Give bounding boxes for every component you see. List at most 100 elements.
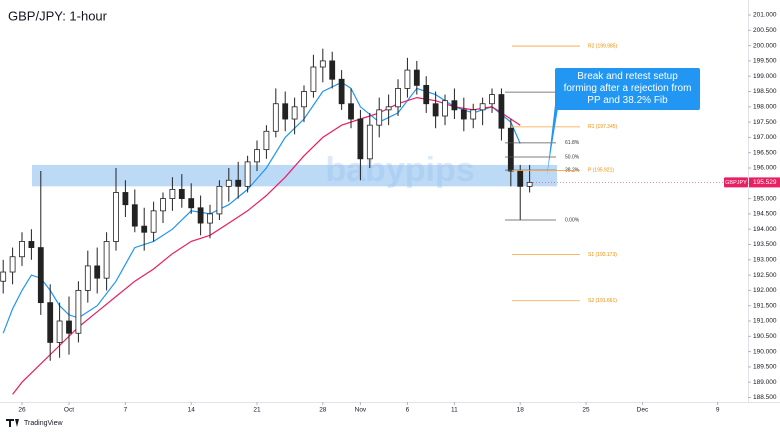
y-tick-label: 192.500 — [753, 272, 777, 279]
x-tick-label: Dec — [637, 407, 649, 414]
callout-arrow — [547, 96, 560, 175]
candle-body — [442, 100, 448, 117]
pivot-label: S1 (193.173) — [588, 252, 617, 258]
symbol-label: GBPJPY — [725, 180, 747, 186]
chart-title: GBP/JPY: 1-hour — [8, 8, 108, 23]
y-tick-label: 194.000 — [753, 226, 777, 233]
candle-body — [160, 198, 166, 212]
y-tick-label: 190.500 — [753, 333, 777, 340]
candle-body — [385, 106, 392, 111]
candle-body — [28, 241, 35, 248]
candle-body — [75, 289, 82, 334]
y-tick-label: 196.500 — [753, 149, 777, 156]
candle-body — [188, 198, 195, 209]
candle-body — [376, 109, 383, 126]
x-tick-label: 25 — [582, 407, 590, 414]
candle-body — [272, 103, 279, 132]
candle-body — [489, 94, 495, 105]
candle-body — [122, 192, 129, 206]
candle-body — [244, 161, 251, 187]
candle-body — [0, 271, 7, 282]
candle-body — [197, 207, 204, 224]
callout: Break and retest setup forming after a r… — [555, 68, 700, 110]
candle-body — [517, 170, 524, 187]
candle-body — [319, 60, 326, 68]
candle-body — [395, 88, 401, 108]
candle-body — [9, 256, 16, 273]
candle-body — [432, 103, 439, 117]
y-tick-label: 200.500 — [753, 27, 777, 34]
candle-body — [338, 78, 345, 105]
candle-body — [357, 118, 364, 160]
candle-body — [291, 106, 298, 120]
y-tick-label: 190.000 — [753, 348, 777, 355]
support-zone — [32, 164, 557, 187]
y-tick-label: 200.000 — [753, 42, 777, 49]
x-tick-label: Oct — [64, 407, 74, 414]
candle-body — [254, 149, 260, 163]
candle-body — [19, 241, 25, 258]
logo — [6, 419, 19, 427]
x-tick-label: 14 — [188, 407, 196, 414]
fib-label: 0.00% — [565, 217, 580, 223]
pivot-label: S2 (191.661) — [588, 298, 617, 304]
candle-body — [150, 210, 157, 233]
y-tick-label: 191.500 — [753, 302, 777, 309]
candle-body — [47, 302, 54, 343]
y-tick-label: 201.000 — [753, 12, 777, 19]
candle-body — [507, 127, 514, 172]
y-tick-label: 198.000 — [753, 104, 777, 111]
symbol-tag — [724, 177, 748, 188]
candle-body — [103, 241, 110, 279]
y-tick-label: 196.000 — [753, 165, 777, 172]
x-tick-label: 18 — [517, 407, 525, 414]
candle-body — [225, 179, 232, 187]
candle-body — [470, 109, 477, 120]
candle-body — [216, 185, 223, 215]
x-tick-label: 7 — [124, 407, 128, 414]
y-tick-label: 191.000 — [753, 318, 777, 325]
candle-body — [404, 69, 411, 89]
candle-body — [94, 265, 101, 279]
x-tick-label: 28 — [319, 407, 327, 414]
candle-body — [479, 103, 486, 111]
candle-body — [178, 189, 185, 199]
candle-body — [348, 103, 354, 120]
pivot-label: P (195.921) — [588, 168, 614, 174]
x-tick-label: 9 — [716, 407, 720, 414]
candle-body — [37, 247, 44, 304]
candle-body — [366, 124, 373, 160]
candle-body — [131, 204, 138, 227]
candle-body — [66, 320, 72, 334]
y-tick-label: 195.000 — [753, 195, 777, 202]
fib-label: 61.8% — [565, 140, 580, 146]
x-tick-label: 6 — [406, 407, 410, 414]
y-tick-label: 192.000 — [753, 287, 777, 294]
y-tick-label: 198.500 — [753, 88, 777, 95]
candle-body — [141, 225, 148, 233]
candle-body — [169, 189, 176, 199]
pivot-label: R1 (197.345) — [588, 124, 618, 130]
y-tick-label: 189.000 — [753, 379, 777, 386]
moving-average — [12, 96, 521, 395]
candle-body — [413, 69, 420, 86]
candle-body — [235, 179, 242, 187]
y-tick-label: 194.500 — [753, 211, 777, 218]
y-tick-label: 199.000 — [753, 73, 777, 80]
candle-body — [498, 94, 505, 129]
y-tick-label: 189.500 — [753, 364, 777, 371]
candle-body — [526, 182, 533, 187]
candle-body — [423, 84, 430, 105]
fib-label: 50.0% — [565, 154, 580, 160]
candle-body — [451, 100, 458, 111]
candle-body — [207, 213, 213, 224]
footer: TradingView — [24, 420, 63, 427]
x-tick-label: 26 — [18, 407, 26, 414]
y-tick-label: 197.000 — [753, 134, 777, 141]
y-tick-label: 197.500 — [753, 119, 777, 126]
candle-body — [301, 91, 307, 108]
pivot-label: R2 (199.985) — [588, 43, 618, 49]
candle-body — [263, 130, 270, 151]
